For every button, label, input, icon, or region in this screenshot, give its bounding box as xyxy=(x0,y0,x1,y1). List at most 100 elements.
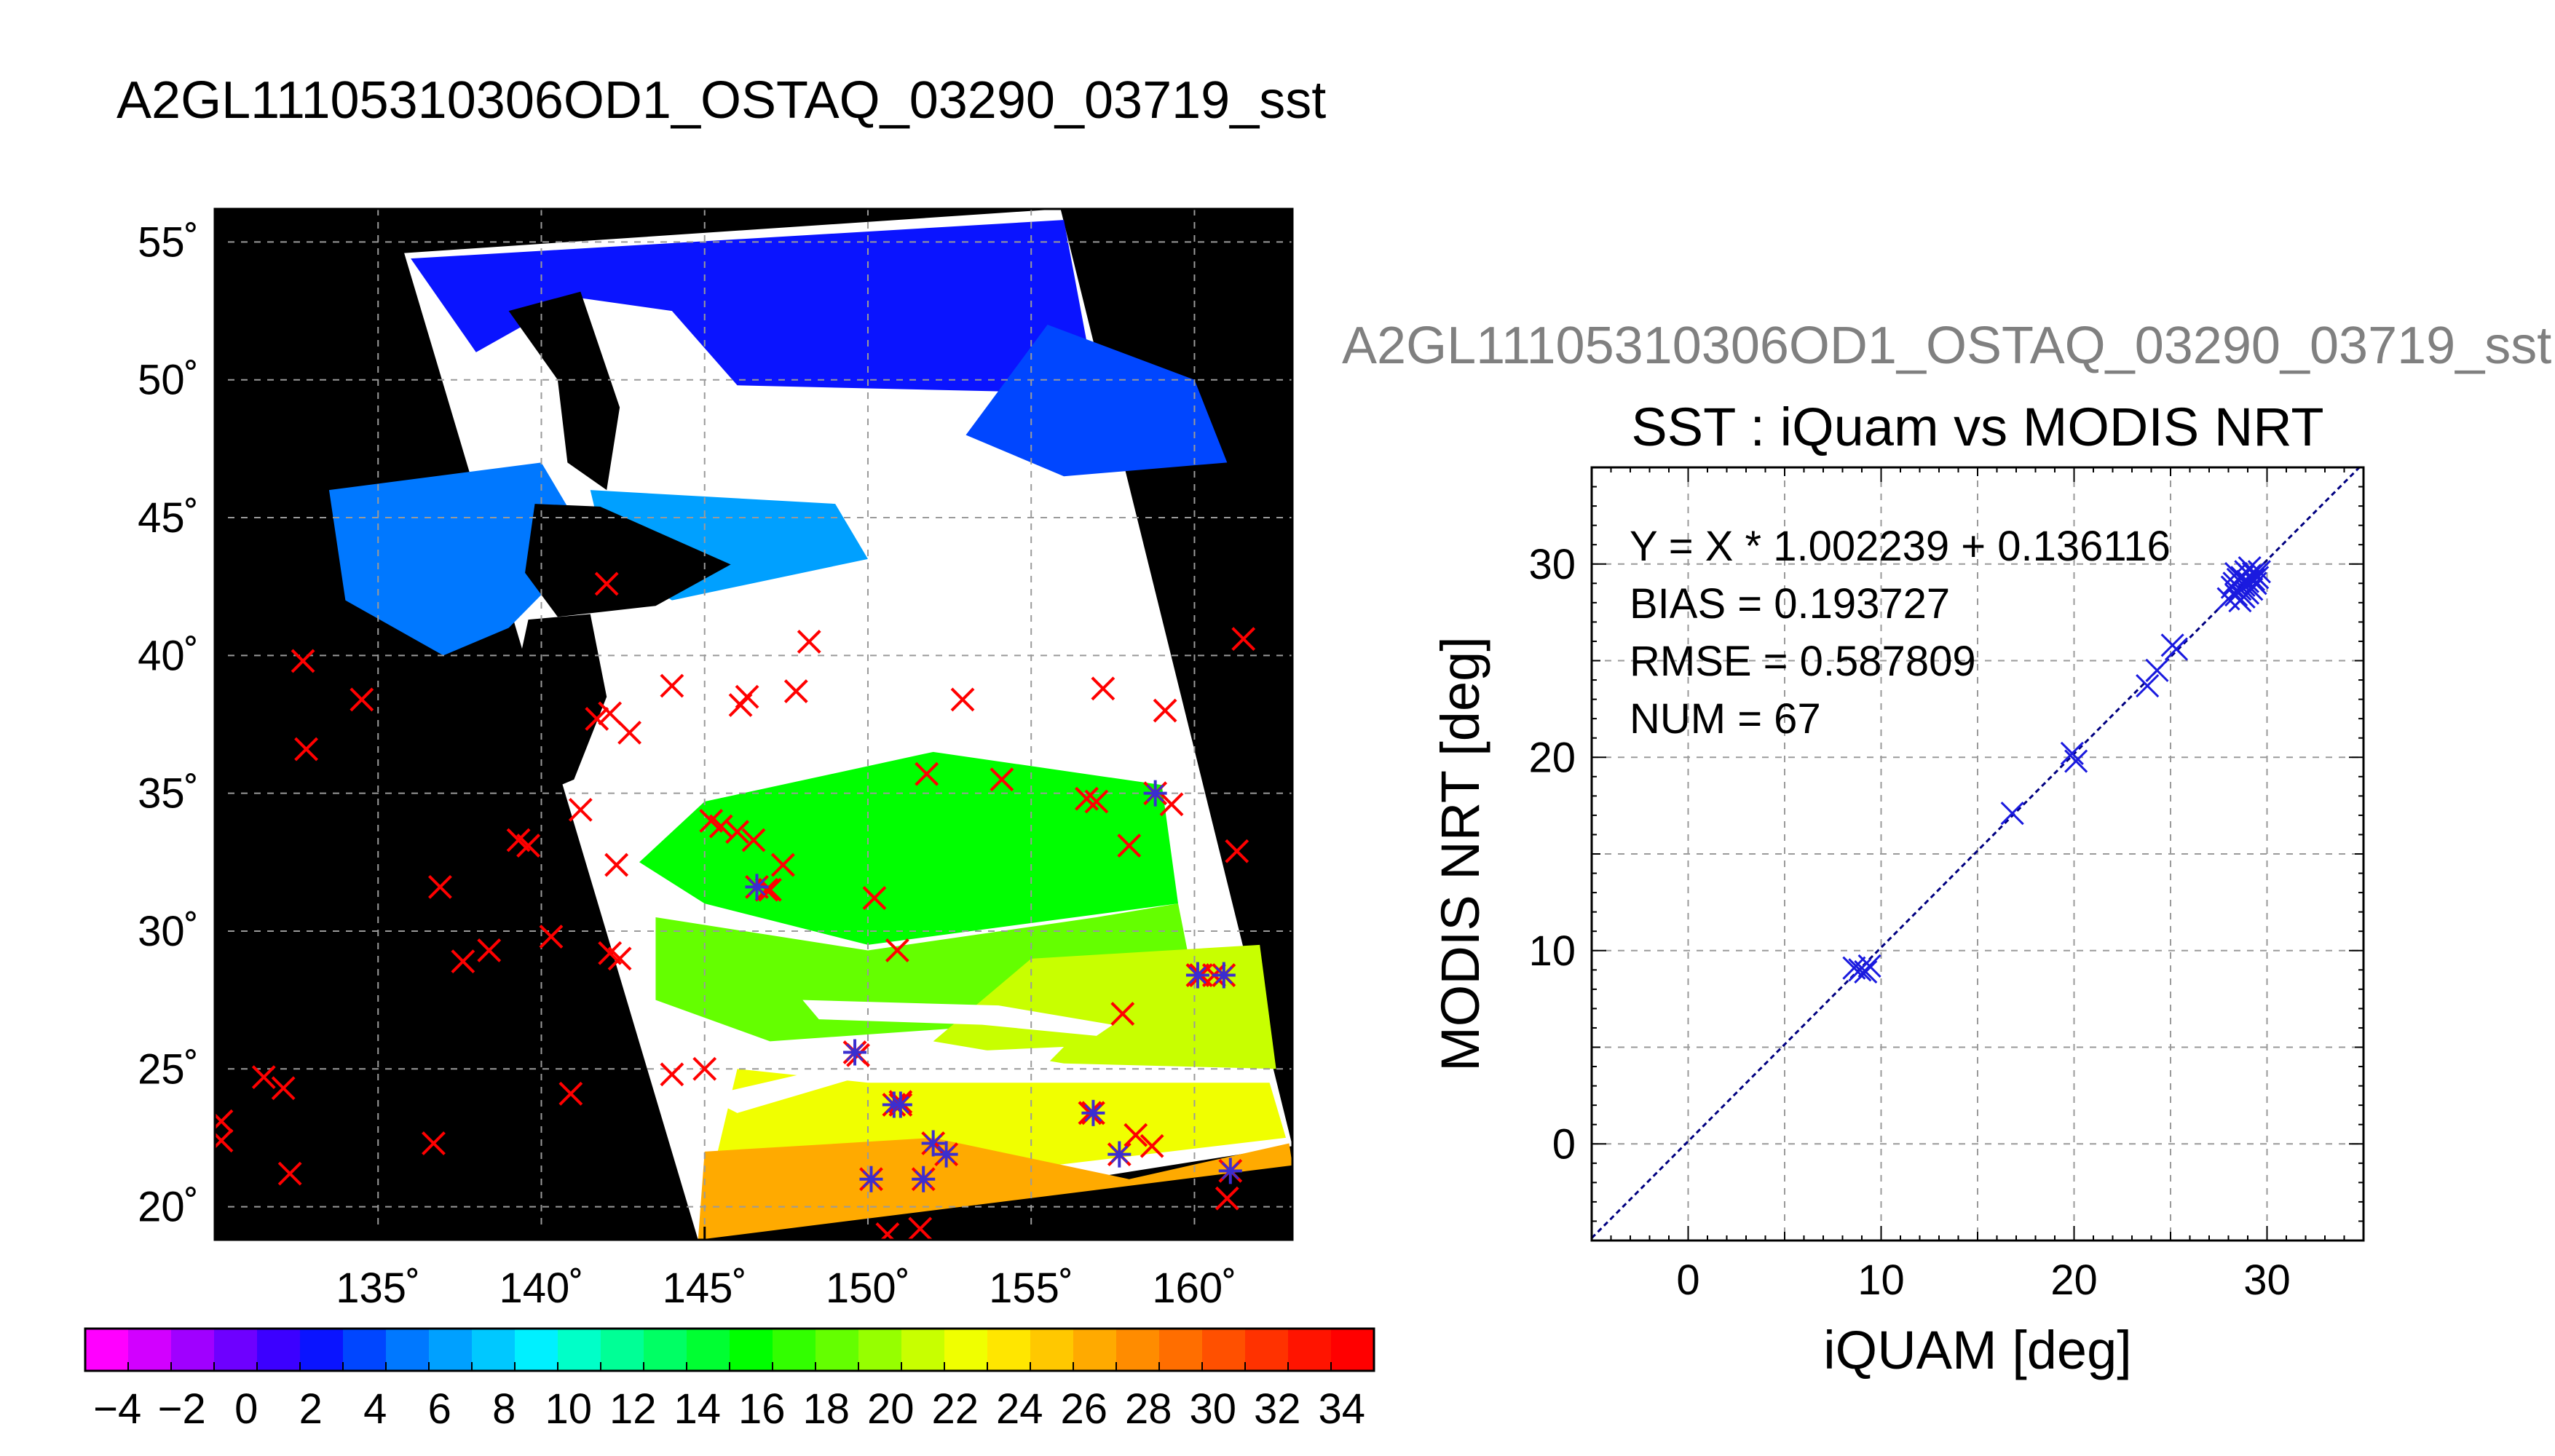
colorbar-cell xyxy=(85,1329,129,1371)
colorbar-tick-label: 32 xyxy=(1254,1385,1301,1433)
map-x-tick-label: 140˚ xyxy=(499,1265,583,1312)
scatter-y-tick-label: 30 xyxy=(1528,541,1576,588)
cloud-streak-2 xyxy=(704,1046,1065,1113)
scatter-point xyxy=(2136,673,2160,698)
colorbar-cell xyxy=(472,1329,516,1371)
colorbar-cells xyxy=(85,1329,1375,1371)
colorbar-cell xyxy=(987,1329,1031,1371)
colorbar-tick-label: 28 xyxy=(1125,1385,1172,1433)
scatter-title: SST : iQuam vs MODIS NRT xyxy=(1631,397,2323,457)
matchup-marker xyxy=(1081,1099,1105,1126)
colorbar-tick-label: 0 xyxy=(234,1385,258,1433)
colorbar-cell xyxy=(644,1329,687,1371)
colorbar-cell xyxy=(300,1329,344,1371)
matchup-marker xyxy=(745,874,769,901)
matchup-marker xyxy=(934,1141,959,1168)
colorbar-tick-label: −4 xyxy=(93,1385,141,1433)
colorbar-cell xyxy=(1202,1329,1246,1371)
colorbar-cell xyxy=(944,1329,988,1371)
scatter-gridlines xyxy=(1592,467,2364,1241)
insitu-marker xyxy=(215,1128,234,1153)
colorbar-cell xyxy=(1073,1329,1117,1371)
insitu-marker xyxy=(251,1065,276,1090)
scatter-y-tick-label: 20 xyxy=(1528,734,1576,781)
insitu-marker xyxy=(558,1081,583,1106)
colorbar-tick-label: 22 xyxy=(931,1385,979,1433)
sst-region-kamchatka xyxy=(965,325,1228,477)
matchup-marker xyxy=(921,1130,946,1157)
colorbar-cell xyxy=(601,1329,644,1371)
map-gridlines xyxy=(215,209,1292,1240)
colorbar-cell xyxy=(515,1329,558,1371)
insitu-marker xyxy=(350,687,374,712)
insitu-marker xyxy=(908,1216,933,1240)
insitu-marker xyxy=(1215,1186,1239,1211)
colorbar-cell xyxy=(128,1329,172,1371)
colorbar-tick-label: 2 xyxy=(299,1385,323,1433)
scatter-x-tick-label: 10 xyxy=(1857,1257,1905,1304)
insitu-marker xyxy=(422,1131,446,1155)
map-x-tick-label: 160˚ xyxy=(1152,1265,1236,1312)
insitu-marker xyxy=(708,814,733,839)
insitu-marker xyxy=(291,649,315,673)
map-latitude-ticks: 20˚ 25˚ 30˚ 35˚ 40˚ 45˚ 50˚ 55˚ xyxy=(138,218,228,1231)
cloud-streak-1 xyxy=(802,1000,1113,1036)
insitu-marker xyxy=(875,1222,900,1240)
insitu-marker xyxy=(477,938,502,962)
insitu-marker xyxy=(741,828,766,852)
sst-map-panel: 135˚ 140˚ 145˚ 150˚ 155˚ 160˚ 20˚ 25˚ 30˚ 35˚ 40˚… xyxy=(138,207,1294,1312)
scatter-stat-line: RMSE = 0.587809 xyxy=(1630,638,1976,685)
land-honshu xyxy=(508,614,607,794)
land-hokkaido xyxy=(525,504,731,617)
scatter-point xyxy=(2000,802,2024,826)
colorbar-cell xyxy=(816,1329,859,1371)
scatter-stat-line: BIAS = 0.193727 xyxy=(1630,580,1950,628)
scatter-stat-line: Y = X * 1.002239 + 0.136116 xyxy=(1630,523,2171,570)
insitu-marker xyxy=(1091,676,1115,701)
colorbar-cell xyxy=(257,1329,301,1371)
insitu-marker xyxy=(885,938,909,962)
colorbar-tick-label: −2 xyxy=(158,1385,206,1433)
map-x-tick-label: 150˚ xyxy=(826,1265,910,1312)
scatter-stats: Y = X * 1.002239 + 0.136116 BIAS = 0.1937… xyxy=(1630,523,2171,743)
insitu-marker xyxy=(692,1056,717,1081)
insitu-marker xyxy=(215,1109,234,1133)
map-frame xyxy=(213,207,1294,1241)
colorbar-cell xyxy=(1030,1329,1074,1371)
scatter-x-tick-label: 0 xyxy=(1676,1257,1699,1304)
insitu-marker xyxy=(539,925,564,949)
scatter-point xyxy=(2145,658,2169,682)
insitu-marker xyxy=(1231,627,1256,652)
colorbar-cell xyxy=(901,1329,945,1371)
colorbar-cell xyxy=(343,1329,387,1371)
map-y-tick-label: 40˚ xyxy=(138,632,199,679)
insitu-marker xyxy=(598,701,623,726)
colorbar-cell xyxy=(687,1329,730,1371)
insitu-marker xyxy=(568,797,593,822)
colorbar-cell xyxy=(1288,1329,1332,1371)
land-sakhalin xyxy=(508,291,620,491)
scatter-point xyxy=(2164,637,2189,661)
colorbar-cell xyxy=(558,1329,601,1371)
main-title: A2GL11105310306OD1_OSTAQ_03290_03719_sst xyxy=(117,71,1326,130)
map-x-tick-label: 135˚ xyxy=(336,1265,420,1312)
scatter-points xyxy=(1842,555,2271,984)
matchup-marker xyxy=(859,1166,883,1192)
matchup-marker xyxy=(842,1039,867,1066)
scatter-y-tick-label: 10 xyxy=(1528,927,1576,975)
colorbar-tick-label: 14 xyxy=(674,1385,721,1433)
scatter-point xyxy=(1854,960,1878,984)
map-y-tick-label: 30˚ xyxy=(138,908,199,955)
scatter-point xyxy=(2246,566,2270,590)
sst-region-japan-sea xyxy=(328,462,591,656)
colorbar-ticks: −4 −2 0 2 4 6 8 10 12 14 16 18 20 22 24 26 28 30 32 34 xyxy=(93,1362,1365,1433)
map-y-tick-label: 25˚ xyxy=(138,1045,199,1093)
insitu-marker xyxy=(451,949,475,974)
insitu-marker xyxy=(797,630,821,654)
insitu-marker xyxy=(1159,792,1184,817)
map-x-tick-label: 155˚ xyxy=(989,1265,1073,1312)
insitu-marker xyxy=(604,852,629,877)
colorbar-tick-label: 26 xyxy=(1060,1385,1107,1433)
insitu-marker xyxy=(1117,834,1142,858)
